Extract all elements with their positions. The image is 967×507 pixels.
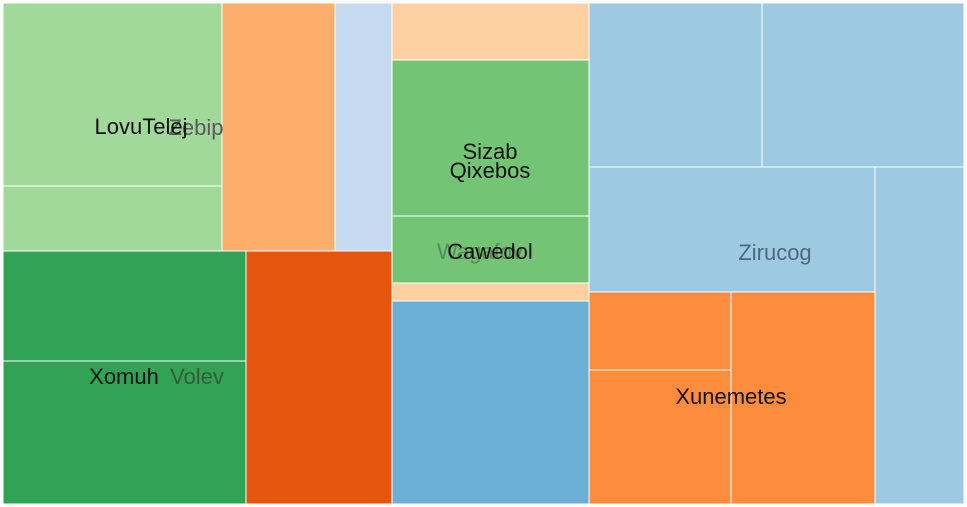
treemap-tile-d2	[761, 2, 965, 168]
tile-label-xomuh: Xomuh	[89, 364, 159, 389]
tile-label-cawedol: Cawedol	[447, 239, 533, 264]
treemap-tile-c5	[391, 300, 590, 505]
treemap-tile-a1	[2, 2, 223, 187]
tile-label-wagafov: Wagafov	[437, 239, 523, 264]
treemap-tile-d1	[588, 2, 763, 168]
treemap-tile-c3	[391, 215, 590, 284]
tile-label-zebip: Zebip	[168, 115, 223, 140]
tile-label-volev: Volev	[170, 364, 224, 389]
treemap-tile-b2	[2, 360, 247, 505]
treemap-tile-a4	[334, 2, 393, 252]
treemap-tile-e1	[588, 291, 732, 371]
treemap-tile-b3	[245, 250, 393, 505]
tile-label-lovutelej: LovuTelej	[95, 114, 188, 139]
treemap-tile-c4	[391, 282, 590, 302]
treemap-tile-b1	[2, 250, 247, 362]
treemap-tile-d4	[874, 166, 965, 505]
treemap-tile-d3	[588, 166, 876, 293]
tile-label-xunemetes: Xunemetes	[675, 384, 786, 409]
tile-label-qixebos: Qixebos	[450, 158, 531, 183]
tile-label-zirucog: Zirucog	[738, 240, 811, 265]
treemap-tile-a3	[221, 2, 336, 252]
treemap-tile-a2	[2, 185, 223, 252]
treemap-tile-e2	[588, 369, 732, 505]
treemap-tile-e3	[730, 291, 876, 505]
tile-label-sizab: Sizab	[462, 139, 517, 164]
treemap-tile-c1	[391, 2, 590, 61]
